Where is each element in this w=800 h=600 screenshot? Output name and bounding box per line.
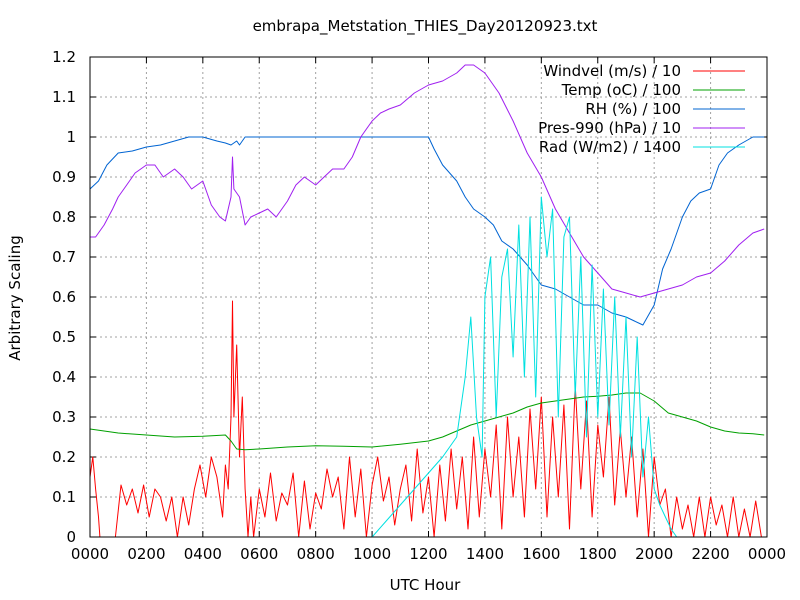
y-tick-label: 1.1 [52,88,76,106]
x-tick-label: 0800 [297,545,335,563]
x-tick-label: 1000 [353,545,391,563]
y-tick-label: 0.5 [52,328,76,346]
x-axis-label: UTC Hour [390,576,461,594]
chart-title: embrapa_Metstation_THIES_Day20120923.txt [253,17,598,36]
legend-label: Rad (W/m2) / 1400 [539,138,681,156]
y-tick-label: 0.8 [52,208,76,226]
series-line-temp-oc-100 [89,392,765,451]
legend-label: Temp (oC) / 100 [561,81,681,99]
series-line-pres-990-hpa-10 [90,64,765,298]
y-tick-label: 1 [66,128,76,146]
y-tick-label: 0.1 [52,488,76,506]
y-tick-label: 0.4 [52,368,76,386]
x-tick-label: 2200 [691,545,729,563]
plot-series [89,64,765,538]
y-tick-label: 0.6 [52,288,76,306]
axis-ticks: 0000 0200 0400 0600 0800 1000 1200 1400 1600 1800… [52,48,786,563]
legend-label: RH (%) / 100 [585,100,681,118]
x-tick-label: 1200 [409,545,447,563]
series-line-rad-w-m2-1400 [371,196,683,538]
plot-frame [89,56,768,538]
series-line-windvel-m-s-10 [89,300,765,538]
y-axis-label: Arbitrary Scaling [6,235,24,361]
y-tick-label: 1.2 [52,48,76,66]
x-tick-label: 1800 [579,545,617,563]
x-tick-label: 0000 [71,545,109,563]
x-tick-label: 0400 [184,545,222,563]
x-tick-label: 2000 [635,545,673,563]
x-tick-label: 0200 [127,545,165,563]
y-tick-label: 0.3 [52,408,76,426]
x-tick-label: 1400 [466,545,504,563]
legend-label: Windvel (m/s) / 10 [543,62,681,80]
y-tick-label: 0.9 [52,168,76,186]
y-tick-label: 0.7 [52,248,76,266]
y-tick-label: 0.2 [52,448,76,466]
series-line-rh-100 [89,136,765,326]
y-tick-label: 0 [66,528,76,546]
x-tick-label: 0000 [748,545,786,563]
x-tick-label: 0600 [240,545,278,563]
x-tick-label: 1600 [522,545,560,563]
legend-label: Pres-990 (hPa) / 10 [538,119,681,137]
